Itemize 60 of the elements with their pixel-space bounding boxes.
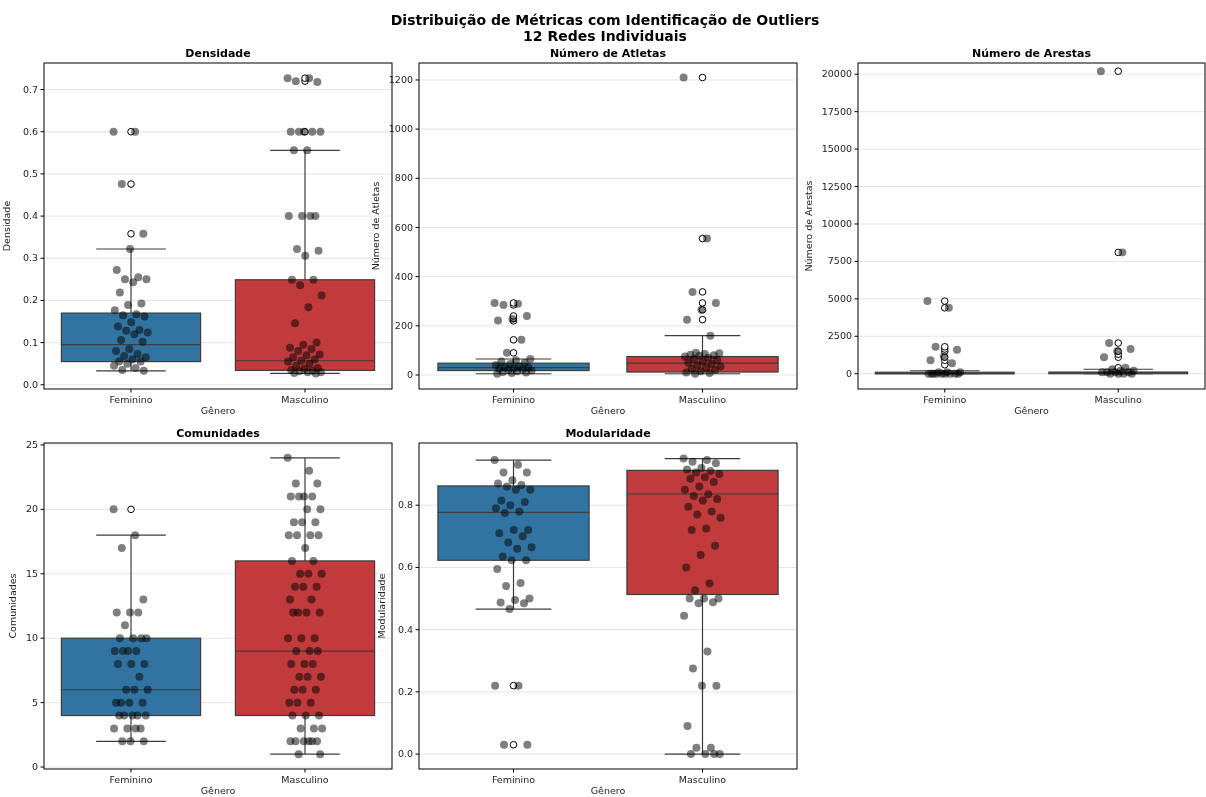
- y-tick-label: 0.6: [22, 125, 38, 137]
- y-tick-label: 17500: [821, 105, 852, 117]
- y-tick-label: 5000: [827, 292, 852, 304]
- x-tick-label: Masculino: [281, 774, 329, 785]
- y-tick-label: 0: [845, 367, 852, 379]
- y-tick-label: 10000: [821, 218, 852, 230]
- y-tick-label: 12500: [821, 180, 852, 192]
- y-axis-title: Número de Arestas: [803, 180, 814, 272]
- x-tick-label: Feminino: [109, 394, 153, 405]
- x-tick-label: Masculino: [281, 394, 329, 405]
- y-tick-label: 800: [394, 172, 413, 184]
- y-tick-label: 20000: [821, 68, 852, 80]
- y-tick-label: 2500: [827, 330, 852, 342]
- x-axis-title: Gênero: [200, 405, 236, 416]
- y-tick-label: 0.4: [22, 210, 38, 222]
- x-tick-label: Masculino: [1094, 394, 1143, 405]
- x-axis-title: Gênero: [200, 785, 236, 796]
- y-tick-label: 0: [31, 761, 38, 773]
- y-tick-label: 20: [25, 503, 38, 515]
- y-tick-label: 0.2: [397, 685, 413, 697]
- y-tick-label: 15: [25, 567, 38, 579]
- chart-title: Modularidade: [565, 427, 651, 440]
- y-tick-label: 0.0: [22, 378, 38, 390]
- y-tick-label: 400: [394, 270, 413, 282]
- x-axis-title: Gênero: [1014, 405, 1049, 416]
- text: Distribuição de Métricas com Identificação de Outliers: [390, 12, 820, 28]
- chart-title: Número de Arestas: [971, 47, 1092, 60]
- y-tick-label: 0: [406, 369, 413, 381]
- y-axis-title: Número de Atletas: [370, 181, 381, 271]
- x-tick-label: Feminino: [491, 774, 536, 785]
- x-tick-label: Masculino: [678, 394, 727, 405]
- x-axis-title: Gênero: [590, 785, 626, 796]
- y-axis-title: Modularidade: [376, 573, 387, 639]
- y-tick-label: 7500: [827, 255, 852, 267]
- y-tick-label: 10: [25, 632, 38, 644]
- x-tick-label: Feminino: [109, 774, 153, 785]
- y-tick-label: 0.3: [22, 252, 38, 264]
- y-tick-label: 25: [25, 438, 38, 450]
- x-tick-label: Feminino: [491, 394, 536, 405]
- y-tick-label: 200: [394, 319, 413, 331]
- x-tick-label: Masculino: [678, 774, 727, 785]
- y-tick-label: 0.4: [397, 623, 413, 635]
- chart-title: Número de Atletas: [549, 47, 667, 60]
- x-tick-label: Feminino: [923, 394, 967, 405]
- y-tick-label: 0.8: [397, 499, 413, 511]
- y-tick-label: 600: [394, 221, 413, 233]
- y-tick-label: 0.2: [22, 294, 38, 306]
- y-tick-label: 0.6: [397, 561, 413, 573]
- y-tick-label: 0.0: [397, 748, 413, 760]
- y-tick-label: 15000: [821, 143, 852, 155]
- y-tick-label: 0.1: [22, 336, 38, 348]
- y-tick-label: 0.5: [22, 167, 38, 179]
- chart-title: Densidade: [185, 47, 251, 60]
- text: 12 Redes Individuais: [523, 28, 687, 44]
- y-tick-label: 5: [31, 696, 38, 708]
- y-axis-title: Comunidades: [7, 573, 18, 639]
- y-axis-title: Densidade: [1, 200, 12, 252]
- y-tick-label: 0.7: [22, 83, 38, 95]
- chart-title: Comunidades: [176, 427, 261, 440]
- x-axis-title: Gênero: [590, 405, 626, 416]
